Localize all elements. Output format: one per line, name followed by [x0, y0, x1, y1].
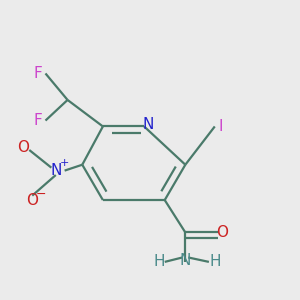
Text: O: O: [17, 140, 29, 154]
Text: H: H: [209, 254, 220, 269]
Text: O: O: [26, 193, 38, 208]
Text: O: O: [216, 225, 228, 240]
Text: F: F: [34, 113, 43, 128]
Text: N: N: [180, 253, 191, 268]
Text: F: F: [34, 66, 43, 81]
Text: I: I: [218, 119, 223, 134]
Text: N: N: [50, 163, 61, 178]
Text: N: N: [143, 118, 154, 133]
Text: H: H: [153, 254, 165, 269]
Text: −: −: [36, 188, 46, 201]
Text: +: +: [59, 158, 69, 168]
